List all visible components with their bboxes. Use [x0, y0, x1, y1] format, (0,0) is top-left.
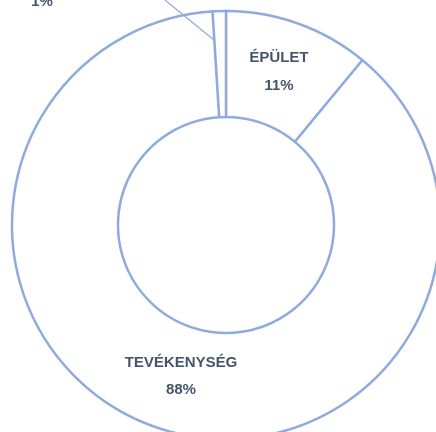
slice-category-label: TEVÉKENYSÉG: [125, 354, 238, 371]
slice-category-label: ÉPÜLET: [249, 49, 308, 66]
donut-slice: [211, 9, 228, 119]
slice-value-label: 1%: [31, 0, 53, 10]
donut-slice: [10, 10, 436, 432]
leader-line: [164, 0, 215, 41]
slice-value-label: 11%: [264, 77, 293, 94]
slice-value-label: 88%: [166, 381, 196, 398]
